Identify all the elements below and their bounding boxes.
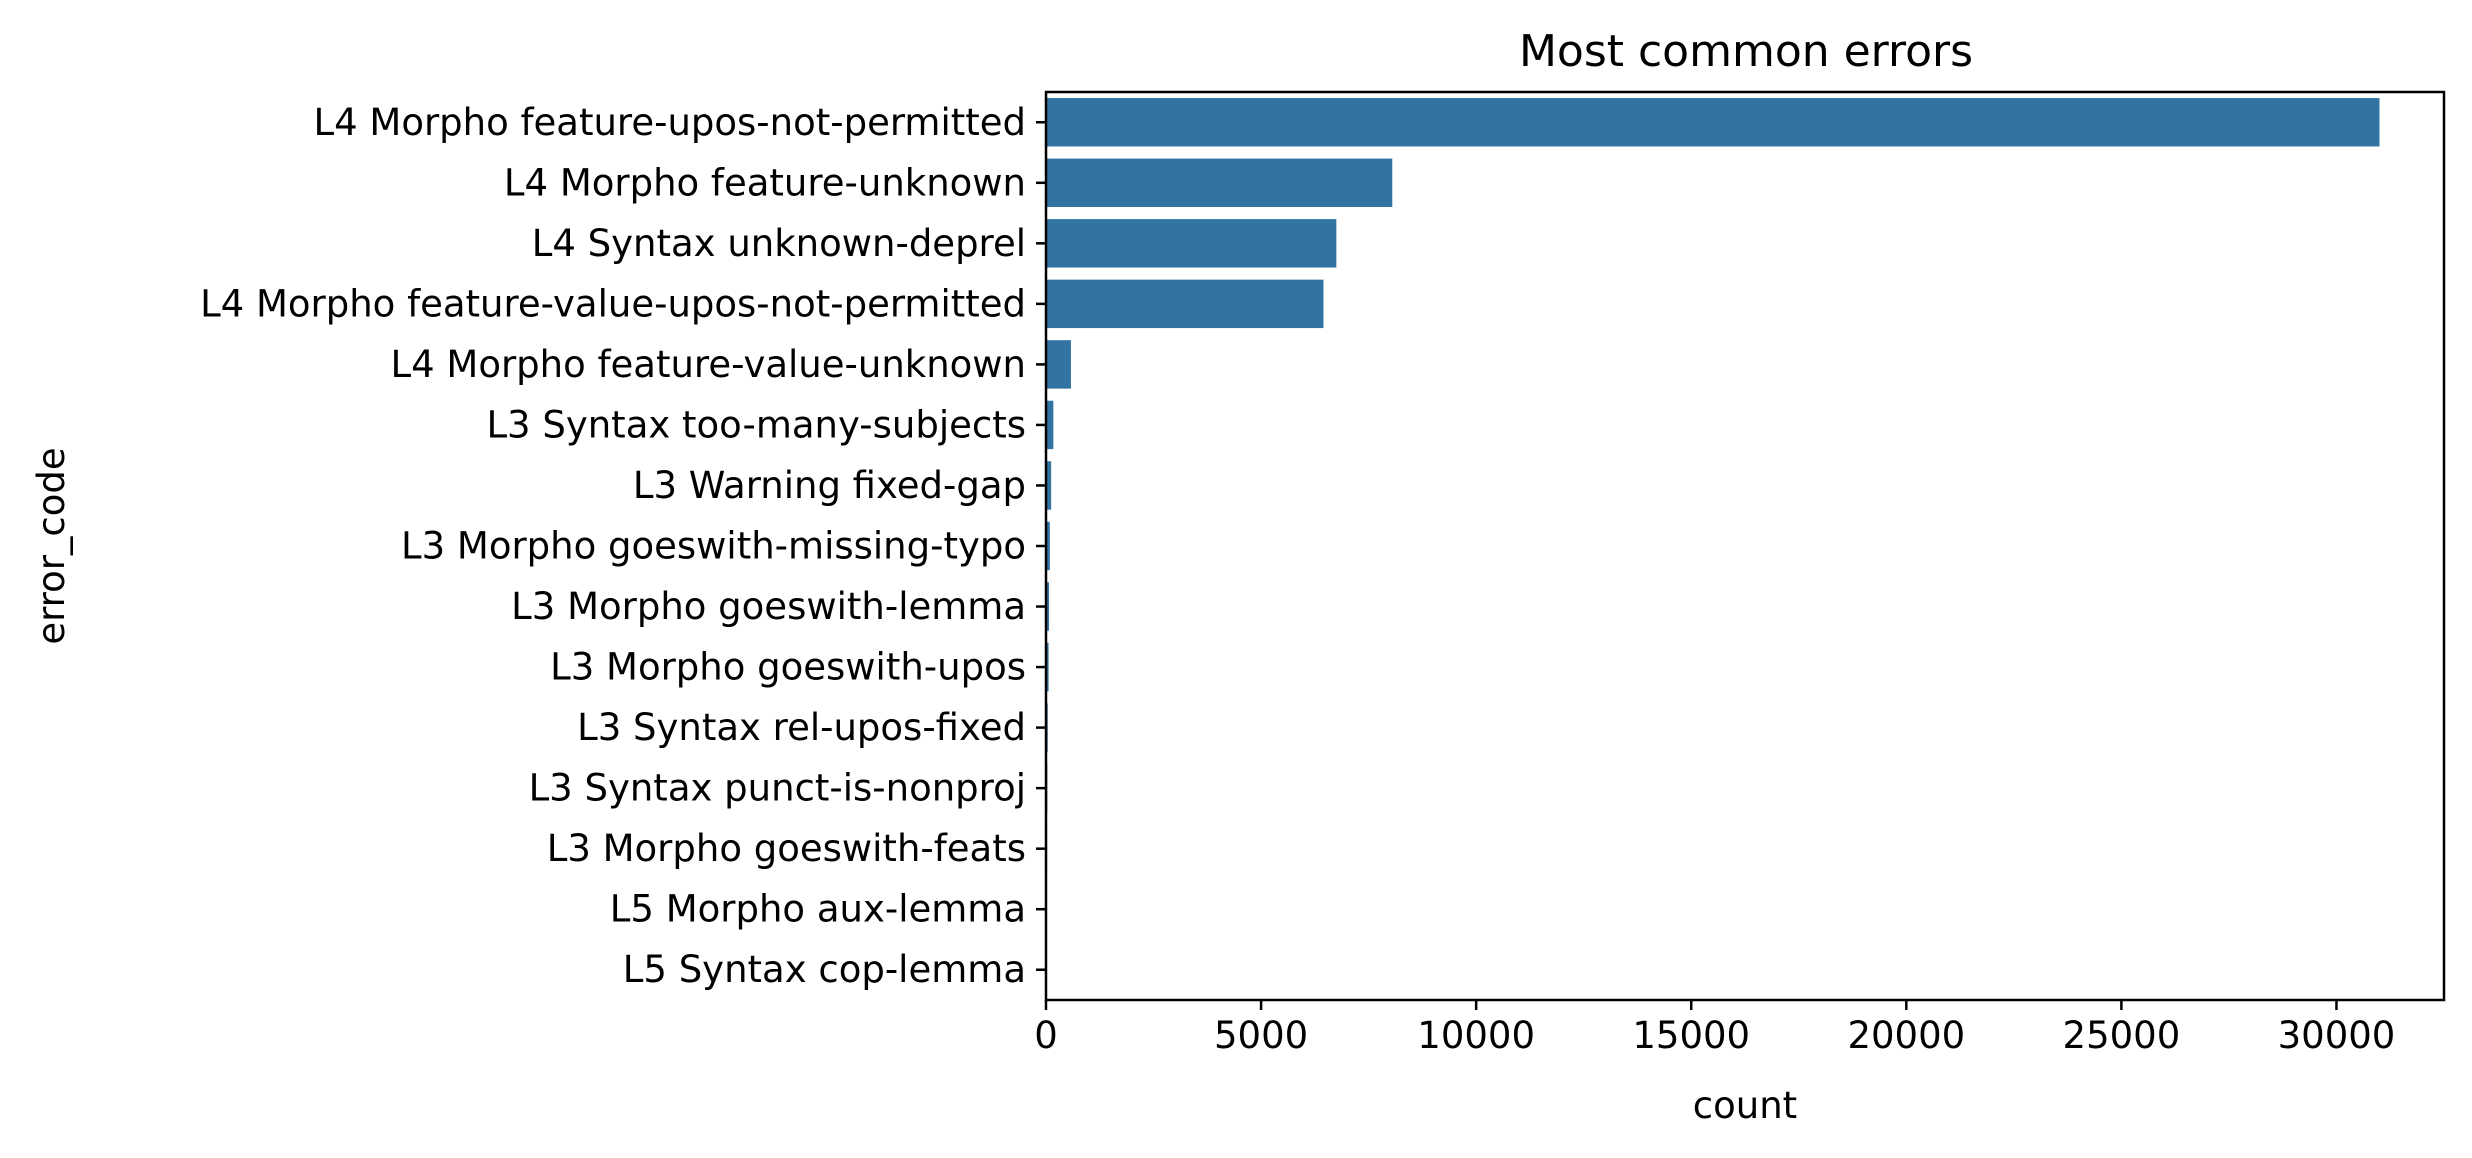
y-tick-label: L3 Morpho goeswith-lemma (511, 585, 1026, 628)
bar-7 (1046, 461, 1052, 510)
y-tick-label: L4 Syntax unknown-deprel (532, 222, 1026, 265)
y-tick-label: L3 Morpho goeswith-missing-typo (401, 525, 1026, 568)
bar-1 (1046, 98, 2380, 147)
y-tick-label: L4 Morpho feature-value-unknown (390, 343, 1026, 386)
y-tick-label: L3 Syntax punct-is-nonproj (529, 767, 1026, 810)
plot-frame (1044, 90, 2446, 1002)
y-axis-label: error_code (30, 447, 73, 644)
x-tick-label: 5000 (1214, 1014, 1308, 1057)
y-tick-label: L4 Morpho feature-unknown (504, 161, 1026, 204)
y-tick-label: L3 Warning fixed-gap (633, 464, 1026, 507)
chart-title: Most common errors (1519, 26, 1973, 77)
bar-10 (1046, 642, 1049, 692)
x-tick-label: 25000 (2063, 1014, 2181, 1057)
bar-9 (1046, 582, 1050, 631)
x-axis-label: count (1693, 1084, 1797, 1127)
bar-8 (1046, 521, 1050, 571)
bar-3 (1046, 219, 1337, 268)
y-tick-label: L5 Morpho aux-lemma (610, 888, 1026, 931)
y-tick-label: L5 Syntax cop-lemma (623, 948, 1026, 991)
bars-group (1046, 98, 2380, 994)
y-tick-label: L3 Syntax rel-upos-fixed (577, 706, 1026, 749)
x-tick-label: 30000 (2278, 1014, 2396, 1057)
bar-6 (1046, 400, 1054, 450)
y-tick-label: L4 Morpho feature-value-upos-not-permitt… (200, 282, 1026, 325)
y-tick-label: L4 Morpho feature-upos-not-permitted (313, 101, 1026, 144)
bar-4 (1046, 279, 1324, 329)
y-tick-label: L3 Morpho goeswith-feats (547, 827, 1026, 870)
x-tick-label: 10000 (1417, 1014, 1535, 1057)
bar-2 (1046, 158, 1393, 208)
x-tick-label: 20000 (1847, 1014, 1965, 1057)
x-axis-ticks: 0 5000 10000 15000 20000 25000 30000 (1034, 1000, 2395, 1057)
x-tick-label: 15000 (1632, 1014, 1750, 1057)
y-tick-label: L3 Syntax too-many-subjects (486, 403, 1026, 446)
y-tick-label: L3 Morpho goeswith-upos (550, 646, 1026, 689)
bar-5 (1046, 340, 1071, 389)
x-tick-label: 0 (1034, 1014, 1058, 1057)
y-axis-ticks: L4 Morpho feature-upos-not-permitted L4 M… (200, 101, 1046, 991)
